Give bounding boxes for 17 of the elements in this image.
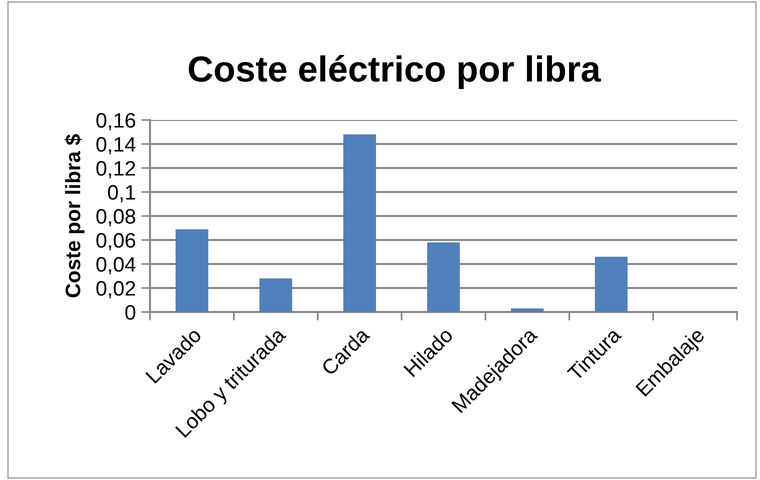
y-tick-label: 0,08 [96, 209, 136, 226]
y-tick-label: 0,16 [96, 113, 136, 130]
bar [427, 242, 460, 312]
chart-title: Coste eléctrico por libra [188, 55, 601, 89]
bar [343, 134, 376, 312]
y-tick-label: 0,12 [96, 161, 136, 178]
bar [259, 278, 292, 312]
y-tick-label: 0,14 [96, 137, 136, 154]
y-tick-label: 0,04 [96, 257, 136, 274]
y-tick-label: 0,02 [96, 281, 136, 298]
y-tick-label: 0,06 [96, 233, 136, 250]
y-axis-title: Coste por libra $ [64, 134, 84, 298]
bar [511, 308, 544, 312]
y-tick-label: 0 [125, 305, 136, 320]
y-tick-label: 0,1 [108, 185, 136, 202]
bar [176, 229, 208, 312]
bar [594, 256, 628, 312]
